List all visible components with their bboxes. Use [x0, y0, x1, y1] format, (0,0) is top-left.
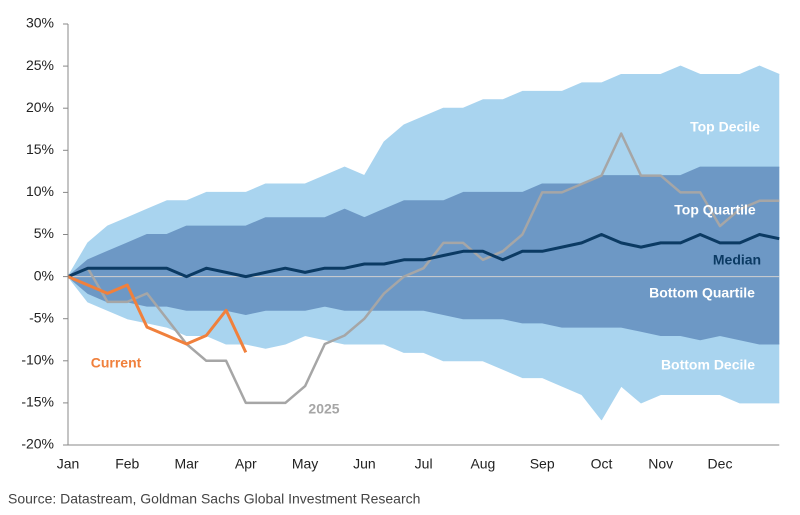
x-tick-label: Aug	[470, 456, 495, 472]
series-label: Top Decile	[690, 119, 760, 135]
series-line	[67, 276, 780, 421]
series-line	[67, 233, 780, 279]
x-tick-label: Oct	[591, 456, 613, 472]
x-tick-label: Dec	[708, 456, 733, 472]
y-tick-label: 20%	[26, 99, 54, 115]
series-line	[67, 65, 780, 277]
x-tick-label: Jan	[57, 456, 80, 472]
series-line	[67, 275, 248, 354]
series-line	[67, 276, 780, 345]
y-tick-label: 0%	[34, 267, 54, 283]
y-tick-label: -5%	[29, 309, 54, 325]
y-tick-label: 15%	[26, 141, 54, 157]
x-tick-label: Mar	[174, 456, 198, 472]
y-tick-label: 5%	[34, 225, 54, 241]
y-tick-label: -20%	[21, 436, 54, 452]
series-label: Top Quartile	[674, 202, 756, 218]
y-tick-label: 30%	[26, 15, 54, 31]
x-tick-label: Jun	[353, 456, 376, 472]
source-note: Source: Datastream, Goldman Sachs Global…	[8, 491, 420, 507]
series-label: 2025	[308, 401, 339, 417]
band-fill	[68, 167, 780, 344]
y-tick-label: 10%	[26, 183, 54, 199]
series-label: Bottom Decile	[661, 357, 755, 373]
x-tick-label: May	[292, 456, 318, 472]
series-label: Median	[713, 252, 761, 268]
y-tick-label: -10%	[21, 352, 54, 368]
x-tick-label: Jul	[415, 456, 433, 472]
x-tick-label: Feb	[115, 456, 139, 472]
x-tick-label: Apr	[235, 456, 257, 472]
series-label: Current	[91, 355, 142, 371]
y-tick-label: -15%	[21, 394, 54, 410]
series-label: Bottom Quartile	[649, 285, 755, 301]
y-tick-label: 25%	[26, 57, 54, 73]
x-tick-label: Nov	[648, 456, 673, 472]
x-tick-label: Sep	[530, 456, 555, 472]
